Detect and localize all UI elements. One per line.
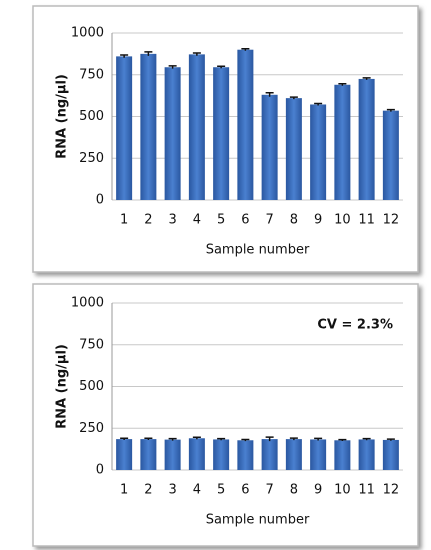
bar bbox=[310, 439, 327, 470]
x-tick-label: 7 bbox=[265, 213, 273, 228]
y-axis-label: RNA (ng/μl) bbox=[55, 74, 70, 159]
bar bbox=[188, 438, 205, 470]
x-tick-label: 12 bbox=[383, 483, 400, 498]
error-bar bbox=[120, 54, 129, 58]
y-tick-label: 250 bbox=[79, 421, 104, 436]
bar bbox=[382, 110, 399, 200]
x-tick-label: 11 bbox=[358, 213, 375, 228]
bar bbox=[310, 104, 327, 200]
bar bbox=[140, 439, 157, 470]
error-bar bbox=[386, 438, 395, 441]
error-bar bbox=[144, 437, 153, 440]
bar bbox=[334, 440, 351, 470]
bar bbox=[358, 439, 375, 470]
x-tick-label: 4 bbox=[193, 483, 201, 498]
x-axis-label: Sample number bbox=[206, 243, 310, 258]
error-bar bbox=[192, 52, 201, 56]
x-axis-label: Sample number bbox=[206, 513, 310, 528]
error-bar bbox=[144, 51, 153, 56]
error-bar bbox=[314, 437, 323, 441]
error-bar bbox=[241, 47, 250, 51]
x-tick-label: 7 bbox=[265, 483, 273, 498]
x-tick-label: 11 bbox=[358, 483, 375, 498]
y-tick-label: 500 bbox=[79, 379, 104, 394]
error-bar bbox=[338, 83, 347, 86]
error-bar bbox=[362, 437, 371, 441]
bar bbox=[261, 94, 278, 200]
x-tick-label: 10 bbox=[334, 483, 351, 498]
x-tick-label: 5 bbox=[217, 483, 225, 498]
bar bbox=[140, 53, 157, 200]
annotation: CV = 2.3% bbox=[317, 318, 393, 333]
bar bbox=[164, 67, 181, 200]
x-tick-label: 10 bbox=[334, 213, 351, 228]
panel bbox=[32, 283, 419, 547]
bar bbox=[285, 439, 302, 470]
error-bar bbox=[338, 438, 347, 441]
bar bbox=[261, 439, 278, 470]
y-tick-label: 1000 bbox=[71, 296, 104, 311]
x-tick-label: 9 bbox=[314, 483, 322, 498]
error-bar bbox=[289, 437, 298, 441]
bar bbox=[213, 67, 230, 200]
error-bar bbox=[289, 96, 298, 100]
y-tick-label: 0 bbox=[96, 463, 104, 478]
bar bbox=[188, 54, 205, 200]
error-bar bbox=[386, 108, 395, 112]
x-tick-label: 8 bbox=[290, 483, 298, 498]
x-tick-label: 8 bbox=[290, 213, 298, 228]
x-tick-label: 3 bbox=[168, 213, 176, 228]
error-bar bbox=[168, 65, 177, 69]
x-tick-label: 2 bbox=[144, 483, 152, 498]
error-bar bbox=[168, 437, 177, 441]
y-tick-label: 0 bbox=[96, 193, 104, 208]
error-bar bbox=[362, 77, 371, 80]
y-tick-label: 500 bbox=[79, 109, 104, 124]
bar bbox=[237, 49, 254, 201]
x-tick-label: 2 bbox=[144, 213, 152, 228]
y-tick-label: 750 bbox=[79, 337, 104, 352]
y-tick-label: 1000 bbox=[71, 26, 104, 41]
bar bbox=[358, 78, 375, 200]
bar bbox=[285, 98, 302, 200]
x-tick-label: 1 bbox=[120, 213, 128, 228]
bar bbox=[213, 439, 230, 470]
bar bbox=[164, 439, 181, 470]
error-bar bbox=[217, 437, 226, 441]
error-bar bbox=[120, 437, 129, 440]
x-tick-label: 4 bbox=[193, 213, 201, 228]
x-tick-label: 6 bbox=[241, 213, 249, 228]
bar bbox=[382, 439, 399, 470]
error-bar bbox=[265, 92, 274, 97]
bar bbox=[334, 84, 351, 200]
bar bbox=[116, 439, 133, 470]
error-bar bbox=[192, 436, 201, 440]
x-tick-label: 1 bbox=[120, 483, 128, 498]
error-bar bbox=[314, 102, 323, 106]
y-tick-label: 750 bbox=[79, 67, 104, 82]
bar bbox=[237, 440, 254, 470]
bar bbox=[116, 56, 133, 200]
x-tick-label: 5 bbox=[217, 213, 225, 228]
x-tick-label: 3 bbox=[168, 483, 176, 498]
y-tick-label: 250 bbox=[79, 151, 104, 166]
y-axis-label: RNA (ng/μl) bbox=[55, 344, 70, 429]
x-tick-label: 6 bbox=[241, 483, 249, 498]
error-bar bbox=[265, 436, 274, 442]
x-tick-label: 9 bbox=[314, 213, 322, 228]
error-bar bbox=[241, 438, 250, 442]
x-tick-label: 12 bbox=[383, 213, 400, 228]
error-bar bbox=[217, 65, 226, 69]
